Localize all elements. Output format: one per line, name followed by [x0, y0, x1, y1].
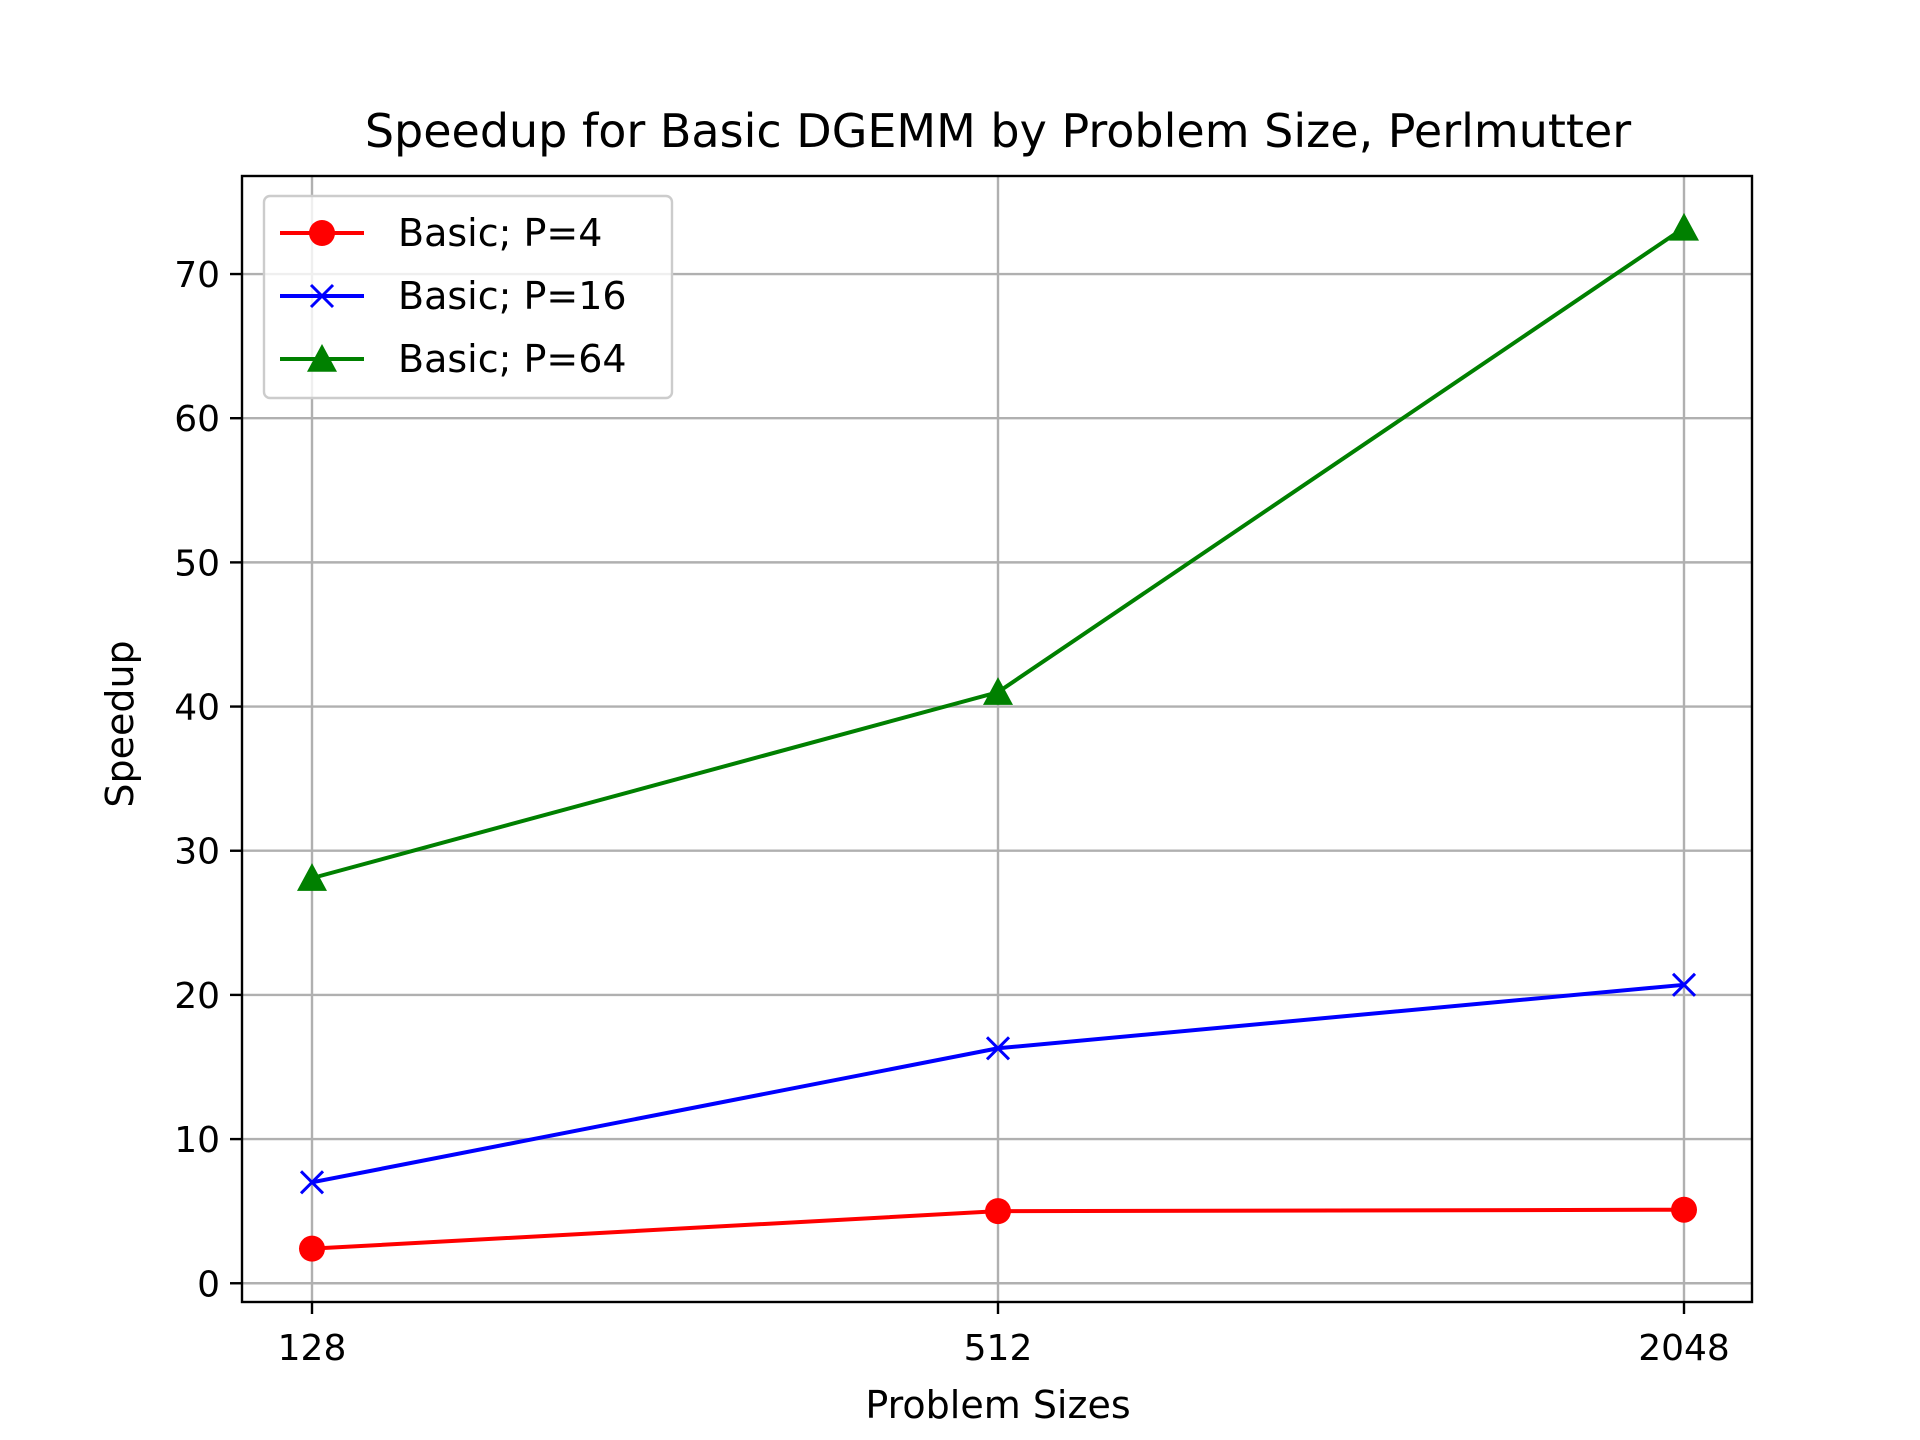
legend-item: Basic; P=4 [280, 211, 602, 255]
legend-label: Basic; P=4 [398, 211, 602, 255]
y-tick-label: 50 [174, 543, 220, 584]
data-point [1671, 972, 1697, 997]
legend: Basic; P=4 Basic; P=16 Basic; P=64 [262, 194, 674, 400]
legend-item: Basic; P=64 [280, 337, 627, 381]
series-lines [297, 212, 1699, 1262]
x-tick-label: 2048 [1638, 1328, 1730, 1369]
data-point [299, 1170, 325, 1195]
y-tick-label: 40 [174, 688, 220, 729]
data-point [985, 1198, 1011, 1225]
data-point [1671, 1196, 1697, 1223]
series-1 [299, 1196, 1697, 1262]
y-axis-label: Speedup [98, 640, 142, 807]
data-point [983, 677, 1013, 705]
y-tick-label: 70 [174, 255, 220, 296]
x-axis-label: Problem Sizes [865, 1383, 1130, 1427]
y-tick-label: 30 [174, 832, 220, 873]
chart-title: Speedup for Basic DGEMM by Problem Size,… [365, 104, 1631, 158]
data-point [299, 1235, 325, 1262]
axis-ticks: 128 512 2048 0 10 20 30 40 50 60 70 [174, 255, 1730, 1369]
data-point [985, 1036, 1011, 1061]
y-tick-label: 10 [174, 1120, 220, 1161]
y-tick-label: 20 [174, 976, 220, 1017]
y-tick-label: 60 [174, 399, 220, 440]
legend-label: Basic; P=16 [398, 274, 627, 318]
series-2 [299, 972, 1697, 1195]
data-point [1669, 212, 1699, 241]
x-tick-label: 512 [964, 1328, 1033, 1369]
series-3 [297, 212, 1699, 891]
plot-frame [240, 174, 1754, 1304]
legend-marker [309, 220, 335, 246]
legend-label: Basic; P=64 [398, 337, 627, 381]
legend-item: Basic; P=16 [280, 274, 627, 318]
legend-box [262, 194, 674, 400]
x-tick-label: 128 [278, 1328, 347, 1369]
legend-marker [309, 283, 335, 309]
y-tick-label: 0 [197, 1264, 220, 1305]
data-point [297, 863, 327, 891]
legend-marker [307, 344, 337, 372]
